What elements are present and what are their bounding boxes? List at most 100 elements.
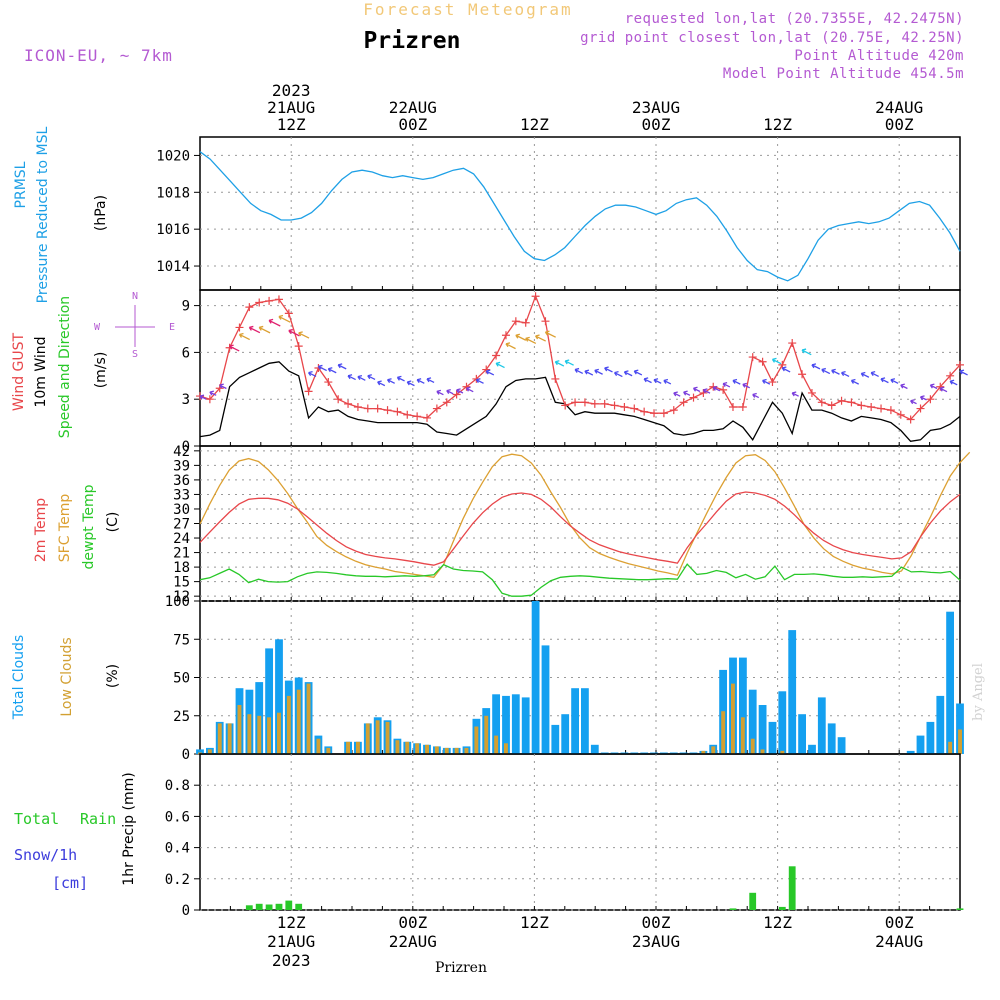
snow-label: Snow/1h: [14, 846, 77, 864]
wind-arrow-head: [959, 369, 965, 375]
wind-arrow-head: [465, 386, 471, 392]
temperature-ytick-label-7: 33: [173, 487, 190, 503]
wind-arrow-head: [426, 377, 432, 383]
low-cloud-bar: [395, 740, 400, 754]
total-cloud-bar: [502, 695, 510, 754]
wind-arrow-head: [771, 357, 777, 363]
wind-arrow-head: [268, 318, 274, 324]
sfc-temp-line: [199, 451, 971, 579]
total-cloud-label: Total Clouds: [11, 635, 27, 720]
gust-marker: [837, 396, 846, 405]
rain-bar: [729, 908, 737, 910]
gust-marker: [521, 318, 530, 327]
total-cloud-bar: [590, 744, 599, 754]
forecast-title: Forecast Meteogram: [363, 0, 572, 19]
gust-marker: [334, 395, 343, 404]
cloud-unit: (%): [105, 664, 121, 688]
top-time-label-1-1: 00Z: [398, 115, 427, 134]
wind-arrow-head: [535, 334, 540, 340]
gust-marker: [926, 395, 935, 404]
bottom-time-label-1-0: 00Z: [398, 913, 427, 932]
wind-dir-label: Speed and Direction: [57, 296, 73, 438]
gust-marker: [413, 412, 422, 421]
wind-arrow-head: [377, 380, 382, 386]
wind-arrow-head: [742, 382, 748, 388]
gust-marker: [659, 409, 668, 418]
gust-marker: [265, 296, 274, 305]
temperature-ytick-label-6: 30: [173, 502, 190, 518]
wind-arrow: [288, 329, 300, 337]
wind-arrow-head: [505, 342, 511, 348]
wind-arrow: [851, 379, 859, 385]
wind-arrow: [495, 362, 505, 369]
total-cloud-bar: [581, 688, 589, 754]
wind-arrow-head: [485, 369, 491, 375]
requested-coords: requested lon,lat (20.7355E, 42.2475N): [625, 11, 964, 27]
total-cloud-bar: [739, 657, 747, 754]
total-cloud-bar: [778, 691, 787, 754]
wind-arrow: [397, 376, 405, 382]
clouds-panel: 0 25 50 75 100: [165, 594, 964, 763]
gust-marker: [640, 407, 649, 416]
wind-arrow-head: [574, 367, 580, 373]
precip-ytick-label-2: 0.4: [165, 841, 190, 857]
wind-unit: (m/s): [93, 352, 109, 389]
bottom-time-label-5-1: 24AUG: [875, 932, 923, 951]
clouds-ytick-label-1: 25: [173, 709, 190, 725]
low-cloud-bar: [227, 723, 232, 754]
wind-arrow-head: [386, 378, 392, 384]
wind-arrow-head: [544, 330, 550, 336]
gust-marker: [294, 342, 303, 351]
wind-arrow-head: [870, 371, 876, 377]
low-cloud-bar: [286, 695, 291, 754]
gust-marker: [847, 398, 856, 407]
wind-arrow: [959, 370, 968, 376]
city-title: Prizren: [364, 28, 461, 54]
wind-arrow: [308, 372, 317, 378]
total-cloud-bar: [541, 645, 550, 754]
wind-arrow: [485, 370, 495, 376]
clouds-ytick-label-2: 50: [173, 671, 190, 687]
wind-arrow-head: [752, 392, 757, 398]
gust-marker: [274, 295, 283, 304]
low-cloud-bar: [474, 726, 479, 754]
precip-ytick-label-4: 0.8: [165, 778, 190, 794]
total-cloud-bar: [788, 630, 797, 754]
wind-arrow-head: [219, 383, 224, 389]
wind-arrow-head: [604, 366, 609, 372]
clouds-ytick-label-4: 100: [165, 594, 190, 610]
temperature-ytick-label-4: 24: [173, 531, 190, 547]
wind-arrow-head: [623, 370, 629, 376]
gust-marker: [492, 351, 501, 360]
wind-arrow-head: [446, 388, 451, 394]
gust-marker: [867, 403, 876, 411]
pressure-ytick-label-1: 1016: [156, 222, 190, 238]
wind-arrow: [387, 379, 395, 384]
total-cloud-bar: [196, 749, 204, 754]
wind-arrow: [318, 365, 327, 372]
gust-marker: [344, 399, 353, 408]
total-cloud-bar: [916, 735, 925, 754]
pressure-frame: [199, 136, 961, 291]
gust-marker: [383, 406, 392, 415]
gust-marker: [946, 371, 955, 380]
wind-arrow: [594, 369, 603, 375]
temperature-ytick-label-3: 21: [173, 546, 190, 562]
gust-marker: [511, 317, 520, 326]
wind-arrow-head: [811, 363, 817, 369]
wind-arrow-head: [781, 366, 787, 372]
wind-arrow-head: [614, 371, 619, 377]
wind-speed-line: [199, 361, 961, 442]
t2m-label: 2m Temp: [33, 498, 49, 562]
wind-arrow-head: [416, 378, 422, 384]
wind-arrow-head: [564, 359, 570, 365]
gust-marker: [432, 404, 441, 413]
compass-rose: N S W E: [94, 291, 175, 360]
wind-arrow-head: [692, 386, 698, 392]
total-cloud-bar: [837, 737, 846, 754]
wind-arrow-head: [850, 378, 856, 384]
bottom-time-label-0-0: 12Z: [277, 913, 306, 932]
wind-arrow: [643, 378, 652, 384]
wind-arrow-head: [949, 379, 955, 385]
gust-marker: [896, 410, 905, 419]
